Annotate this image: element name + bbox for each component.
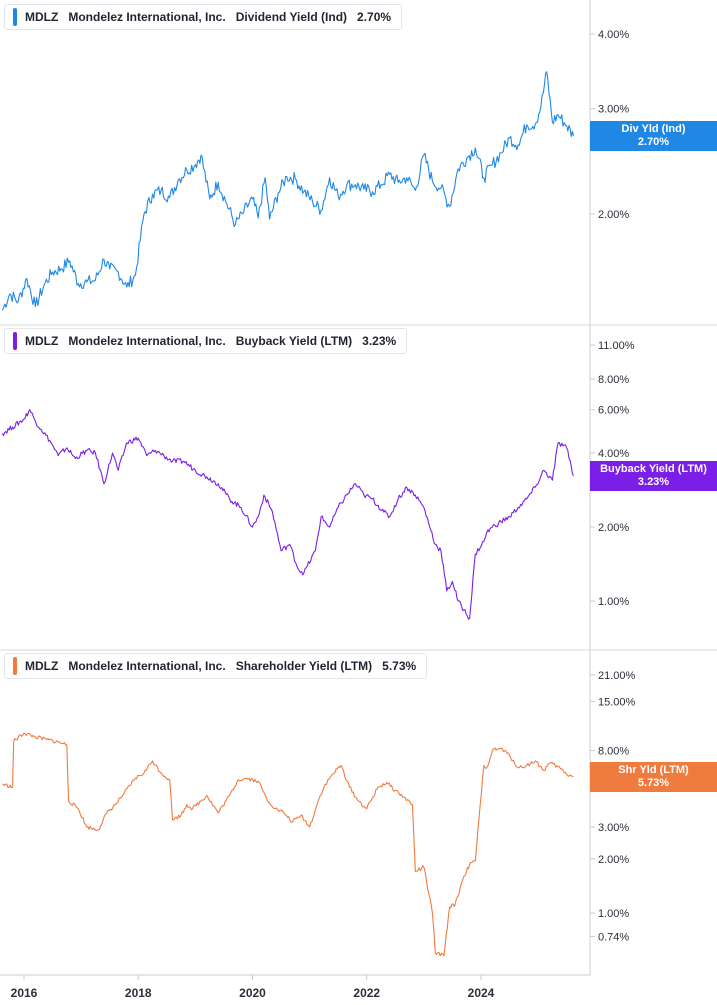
series-line-1: [1, 409, 574, 620]
legend-metric: Buyback Yield (LTM): [235, 334, 353, 348]
y-tick-label: 15.00%: [598, 696, 636, 708]
legend-current-value: 2.70%: [357, 10, 392, 24]
x-tick-label: 2024: [468, 986, 495, 1000]
legend-company: Mondelez International, Inc.: [68, 334, 226, 348]
y-tick-label: 2.00%: [598, 209, 629, 221]
legend-metric: Shareholder Yield (LTM): [235, 659, 373, 673]
legend-buyback-yield: MDLZ Mondelez International, Inc. Buybac…: [4, 328, 408, 354]
legend-color-swatch: [13, 8, 17, 26]
y-tick-label: 0.74%: [598, 932, 629, 944]
legend-current-value: 3.23%: [362, 334, 397, 348]
y-tick-label: 8.00%: [598, 374, 629, 386]
last-value-tag-dividend: Div Yld (Ind) 2.70%: [590, 121, 717, 151]
y-tick-label: 3.00%: [598, 104, 629, 116]
tag-value: 5.73%: [637, 777, 670, 789]
y-tick-label: 4.00%: [598, 29, 629, 41]
legend-metric: Dividend Yield (Ind): [235, 10, 348, 24]
last-value-tag-shareholder: Shr Yld (LTM) 5.73%: [590, 762, 717, 792]
y-tick-label: 1.00%: [598, 596, 629, 608]
y-tick-label: 4.00%: [598, 448, 629, 460]
tag-label: Buyback Yield (LTM): [600, 463, 707, 475]
y-tick-label: 2.00%: [598, 854, 629, 866]
x-tick-label: 2022: [353, 986, 380, 1000]
series-line-2: [2, 732, 574, 957]
y-tick-label: 11.00%: [598, 340, 635, 352]
legend-dividend-yield: MDLZ Mondelez International, Inc. Divide…: [4, 4, 403, 30]
last-value-tag-buyback: Buyback Yield (LTM) 3.23%: [590, 461, 717, 491]
y-tick-label: 2.00%: [598, 522, 629, 534]
y-tick-label: 1.00%: [598, 908, 629, 920]
tag-value: 2.70%: [637, 136, 670, 148]
series-line-0: [1, 71, 575, 311]
legend-color-swatch: [13, 332, 17, 350]
legend-ticker: MDLZ: [25, 10, 59, 24]
legend-company: Mondelez International, Inc.: [68, 659, 226, 673]
y-tick-label: 8.00%: [598, 745, 629, 757]
y-tick-label: 21.00%: [598, 670, 636, 682]
legend-ticker: MDLZ: [25, 334, 59, 348]
legend-company: Mondelez International, Inc.: [68, 10, 226, 24]
x-tick-label: 2020: [239, 986, 266, 1000]
legend-current-value: 5.73%: [382, 659, 417, 673]
tag-label: Shr Yld (LTM): [618, 764, 689, 776]
x-tick-label: 2016: [11, 986, 38, 1000]
legend-color-swatch: [13, 657, 17, 675]
legend-ticker: MDLZ: [25, 659, 59, 673]
y-tick-label: 3.00%: [598, 822, 629, 834]
tag-value: 3.23%: [637, 476, 670, 488]
tag-label: Div Yld (Ind): [621, 123, 686, 135]
y-tick-label: 6.00%: [598, 405, 629, 417]
x-tick-label: 2018: [125, 986, 152, 1000]
legend-shareholder-yield: MDLZ Mondelez International, Inc. Shareh…: [4, 653, 428, 679]
